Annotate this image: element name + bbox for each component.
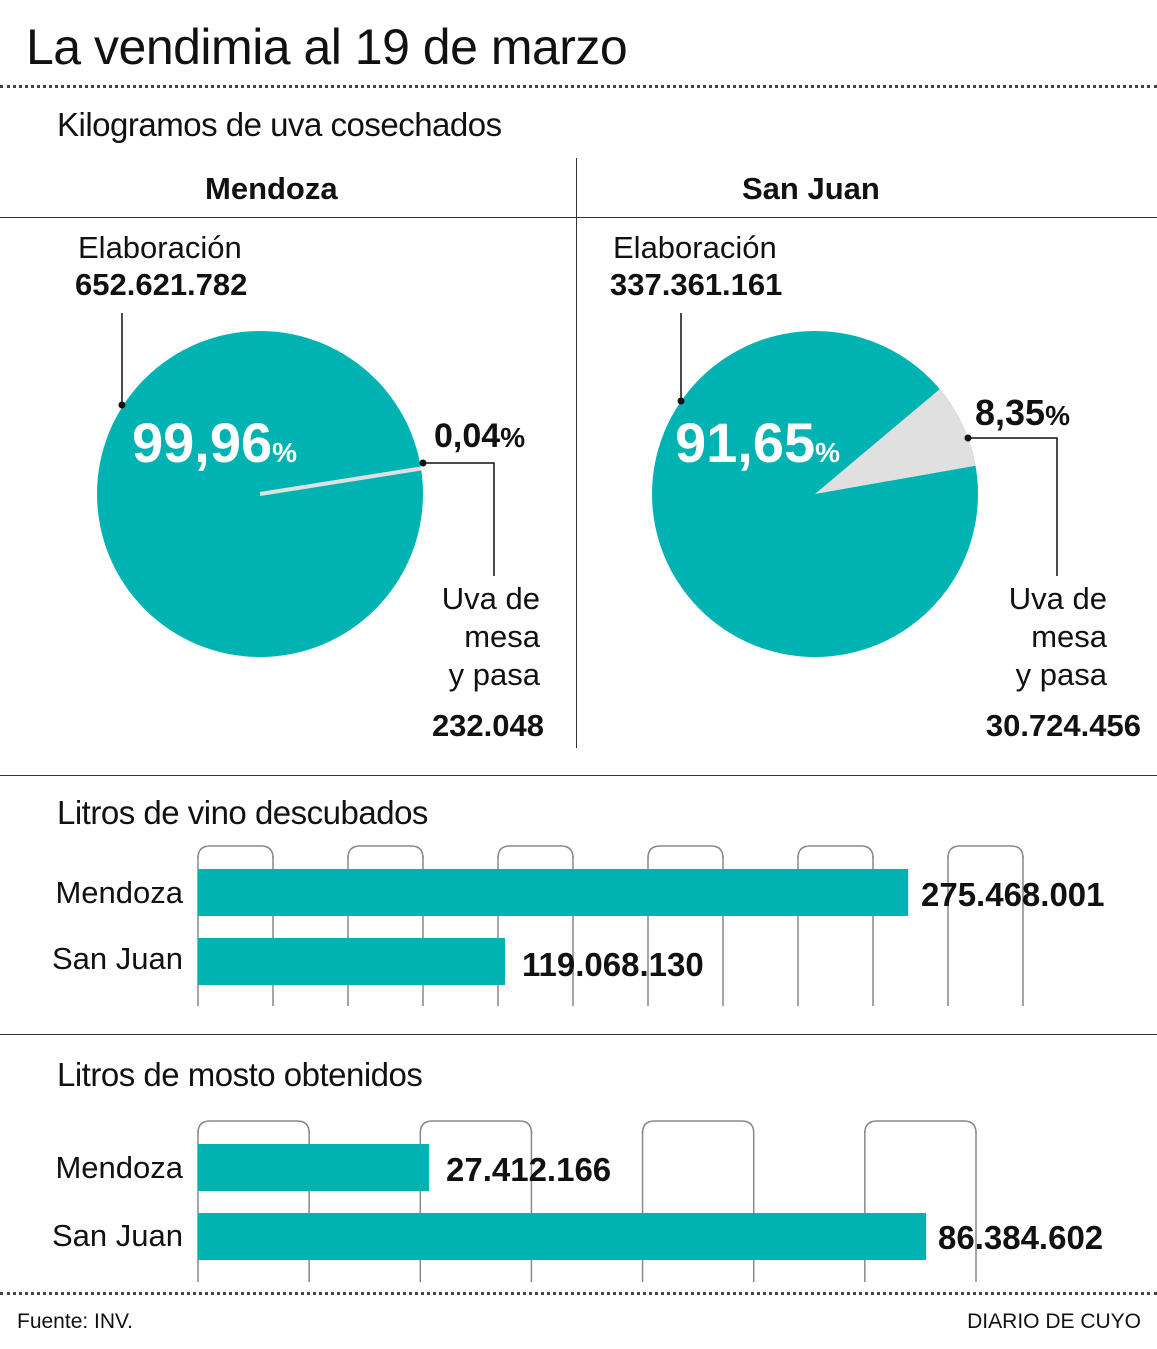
callout-dot: [419, 459, 427, 467]
grid-arch: [647, 845, 724, 859]
grid-arch: [797, 845, 874, 859]
sanjuan-elab-value: 337.361.161: [610, 267, 783, 302]
section-divider: [0, 775, 1157, 776]
bar-value-label: 86.384.602: [938, 1219, 1104, 1256]
bar-value-label: 119.068.130: [522, 946, 704, 983]
bar-mendoza: [198, 869, 909, 916]
callout-dot: [118, 401, 126, 409]
mendoza-elab-label: Elaboración: [78, 230, 242, 265]
header-mendoza: Mendoza: [205, 171, 338, 206]
bar-label-mendoza: Mendoza: [55, 1150, 183, 1185]
dotted-divider: [0, 85, 1157, 88]
sanjuan-mesa-pct: 8,35%: [975, 392, 1070, 433]
sanjuan-elab-pct: 91,65%: [675, 411, 841, 474]
section-title-mosto: Litros de mosto obtenidos: [57, 1056, 423, 1093]
grid-arch: [497, 845, 574, 859]
pie-slice-uva-mesa: [259, 466, 422, 496]
sanjuan-mesa-value: 30.724.456: [985, 708, 1141, 743]
grid-arch: [641, 1120, 755, 1134]
sanjuan-mesa-label: Uva de mesa y pasa: [1008, 581, 1107, 692]
header-san-juan: San Juan: [742, 171, 880, 206]
mendoza-mesa-value: 232.048: [431, 708, 544, 743]
bar-label-mendoza: Mendoza: [55, 875, 183, 910]
section-title-vino: Litros de vino descubados: [57, 794, 428, 831]
page-title: La vendimia al 19 de marzo: [26, 19, 628, 75]
callout-dot: [964, 434, 972, 442]
bar-mendoza: [198, 1144, 430, 1191]
grid-arch: [197, 1120, 310, 1134]
sanjuan-elab-label: Elaboración: [613, 230, 777, 265]
bar-san-juan: [198, 1213, 927, 1260]
section-title-kilos: Kilogramos de uva cosechados: [57, 106, 502, 143]
callout-line: [423, 462, 495, 576]
mendoza-mesa-label: Uva de mesa y pasa: [441, 581, 540, 692]
dotted-divider: [0, 1292, 1157, 1295]
grid-arch: [419, 1120, 533, 1134]
bar-value-label: 27.412.166: [446, 1151, 612, 1188]
grid-arch: [947, 845, 1024, 859]
bar-value-label: 275.468.001: [921, 876, 1105, 913]
grid-arch: [197, 845, 274, 859]
mendoza-elab-value: 652.621.782: [75, 267, 248, 302]
grid-arch: [347, 845, 424, 859]
grid-arch: [864, 1120, 977, 1134]
source-note: Fuente: INV.: [17, 1310, 133, 1333]
callout-line: [968, 437, 1058, 576]
bar-label-san-juan: San Juan: [52, 1218, 183, 1253]
callouts: [121, 313, 1058, 576]
mendoza-mesa-pct: 0,04%: [434, 417, 526, 455]
mendoza-elab-pct: 99,96%: [132, 411, 298, 474]
section-divider: [0, 1034, 1157, 1035]
column-divider: [576, 158, 577, 748]
bar-san-juan: [198, 938, 505, 985]
header-divider: [0, 217, 1157, 218]
brand-credit: DIARIO DE CUYO: [967, 1310, 1141, 1333]
pie-slice-uva-mesa: [815, 389, 976, 494]
bar-label-san-juan: San Juan: [52, 941, 183, 976]
callout-dot: [677, 397, 685, 405]
